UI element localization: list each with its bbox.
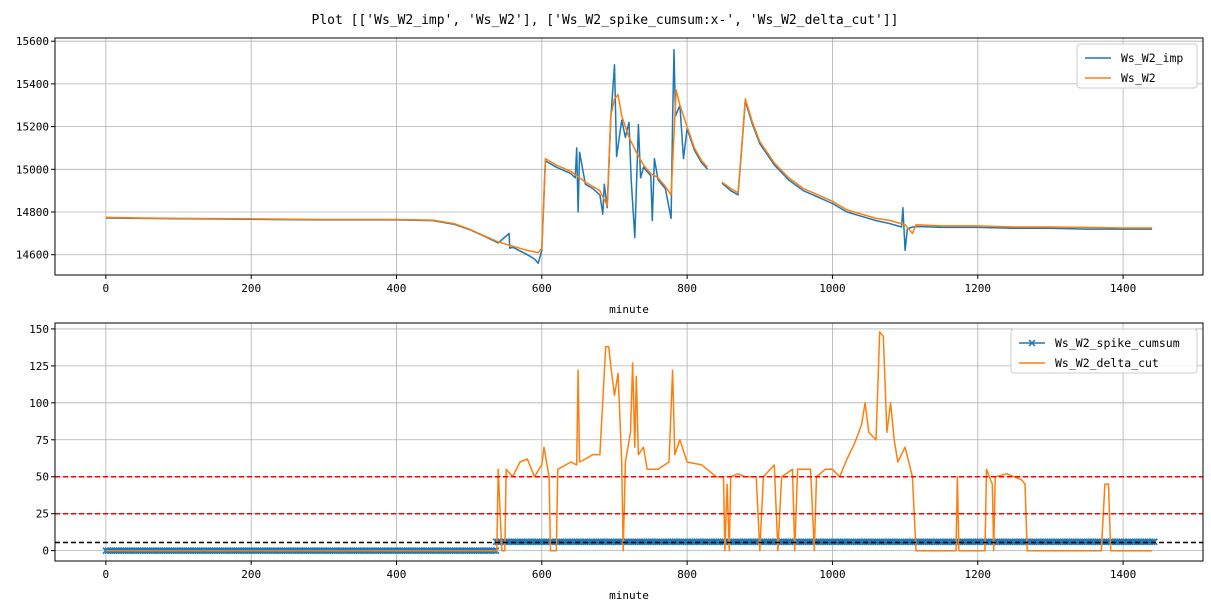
y-tick-label: 125 xyxy=(29,360,49,373)
x-tick-label: 400 xyxy=(387,282,407,295)
legend: Ws_W2_imp Ws_W2 xyxy=(1076,43,1198,89)
y-tick-label: 15000 xyxy=(16,163,49,176)
legend: Ws_W2_spike_cumsum Ws_W2_delta_cut xyxy=(1010,328,1198,374)
x-axis-label: minute xyxy=(609,589,649,602)
x-tick-label: 0 xyxy=(103,568,110,581)
y-tick-label: 100 xyxy=(29,397,49,410)
legend-box xyxy=(1076,43,1198,89)
series-line-Ws_W2 xyxy=(105,89,1153,254)
x-tick-label: 600 xyxy=(532,568,552,581)
plot-area xyxy=(55,331,1203,555)
legend-label: Ws_W2_spike_cumsum xyxy=(1055,336,1180,350)
y-tick-label: 14600 xyxy=(16,249,49,262)
legend-label: Ws_W2_imp xyxy=(1121,51,1183,65)
series-line-Ws_W2_delta_cut xyxy=(105,331,1153,552)
legend-label: Ws_W2 xyxy=(1121,71,1156,85)
y-tick-label: 25 xyxy=(36,508,49,521)
x-tick-label: 800 xyxy=(677,568,697,581)
y-tick-label: 14800 xyxy=(16,206,49,219)
x-tick-label: 1400 xyxy=(1110,282,1137,295)
x-tick-label: 1000 xyxy=(819,282,846,295)
plot-area xyxy=(105,48,1153,265)
x-tick-label: 800 xyxy=(677,282,697,295)
x-tick-label: 200 xyxy=(241,568,261,581)
legend-box xyxy=(1010,328,1198,374)
y-tick-label: 50 xyxy=(36,471,49,484)
y-tick-label: 15400 xyxy=(16,78,49,91)
x-tick-label: 600 xyxy=(532,282,552,295)
x-tick-label: 1000 xyxy=(819,568,846,581)
x-axis-label: minute xyxy=(609,303,649,316)
x-tick-label: 1200 xyxy=(965,568,992,581)
legend-marker xyxy=(1028,339,1036,347)
y-tick-label: 150 xyxy=(29,323,49,336)
y-tick-label: 75 xyxy=(36,434,49,447)
x-tick-label: 0 xyxy=(103,282,110,295)
series-line-Ws_W2_imp xyxy=(105,48,1153,265)
axes-frame xyxy=(54,37,1204,276)
y-tick-label: 0 xyxy=(42,545,49,558)
x-tick-label: 200 xyxy=(241,282,261,295)
top-axes: 0 200 400 600 800 1000 1200 1400 14600 14800 15000… xyxy=(16,35,1204,316)
y-tick-label: 15600 xyxy=(16,35,49,48)
y-tick-label: 15200 xyxy=(16,121,49,134)
x-tick-label: 1200 xyxy=(965,282,992,295)
figure-title: Plot [['Ws_W2_imp', 'Ws_W2'], ['Ws_W2_sp… xyxy=(312,13,899,28)
legend-label: Ws_W2_delta_cut xyxy=(1055,356,1159,370)
x-tick-label: 1400 xyxy=(1110,568,1137,581)
x-tick-label: 400 xyxy=(387,568,407,581)
axes-frame xyxy=(54,322,1204,562)
bottom-axes: 0 200 400 600 800 1000 1200 1400 0 25 50 75 100 125 15… xyxy=(29,322,1204,602)
